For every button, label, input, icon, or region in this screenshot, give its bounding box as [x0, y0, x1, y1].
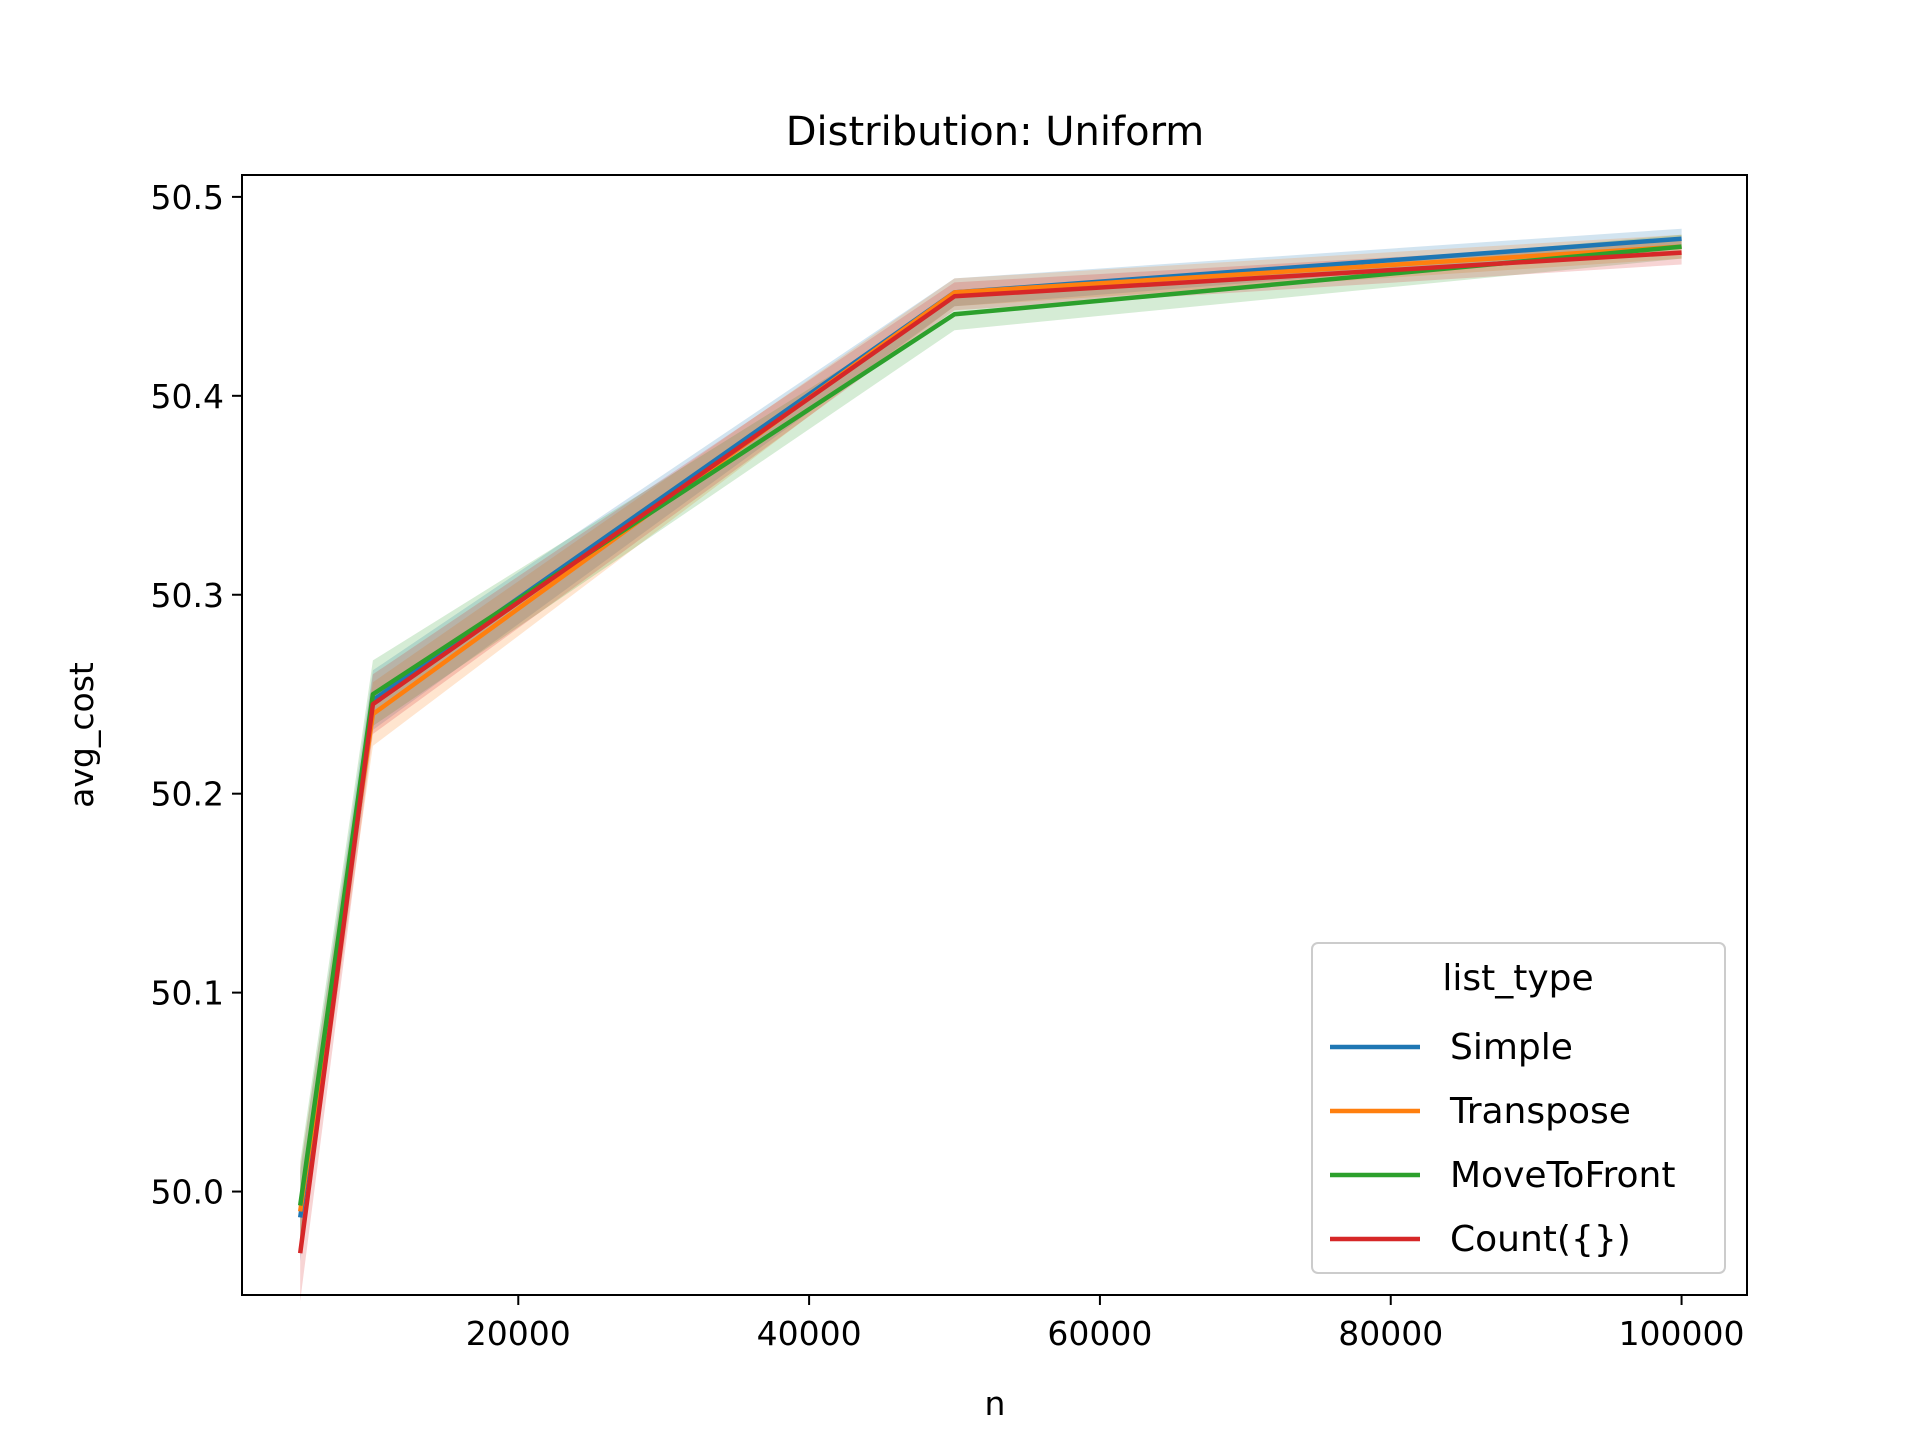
x-tick-label: 100000: [1619, 1314, 1745, 1353]
y-axis-label: avg_cost: [62, 662, 101, 808]
y-axis: 50.0 50.1 50.2 50.3 50.4 50.5: [151, 178, 242, 1212]
series-line-2: [297, 244, 1682, 1206]
x-axis-label: n: [985, 1384, 1006, 1423]
legend-label: MoveToFront: [1450, 1155, 1676, 1196]
confidence-band-3: [300, 240, 1682, 1302]
legend-title: list_type: [1442, 958, 1593, 999]
legend-box: [1311, 942, 1726, 1274]
y-tick-label: 50.4: [151, 377, 224, 416]
legend-label: Simple: [1450, 1027, 1573, 1068]
x-tick-label: 20000: [466, 1314, 571, 1353]
y-tick-label: 50.0: [151, 1173, 224, 1212]
chart-title: Distribution: Uniform: [786, 109, 1205, 155]
y-tick-label: 50.1: [151, 974, 224, 1013]
x-tick-label: 60000: [1047, 1314, 1152, 1353]
legend-label: Count({}): [1450, 1219, 1631, 1260]
series-line-3: [297, 250, 1682, 1254]
y-tick-label: 50.5: [151, 178, 224, 217]
plot-area-frame: [241, 174, 1748, 1296]
y-tick-label: 50.3: [151, 576, 224, 615]
confidence-band-0: [300, 228, 1682, 1262]
y-tick-label: 50.2: [151, 775, 224, 814]
confidence-bands: [300, 228, 1682, 1302]
series-lines: [297, 236, 1682, 1254]
x-tick-label: 80000: [1338, 1314, 1443, 1353]
legend-label: Transpose: [1449, 1091, 1631, 1132]
x-axis: 20000 40000 60000 80000 100000: [466, 1295, 1745, 1353]
legend: list_type Simple Transpose MoveToFront Coun…: [1311, 942, 1726, 1274]
x-tick-label: 40000: [757, 1314, 862, 1353]
